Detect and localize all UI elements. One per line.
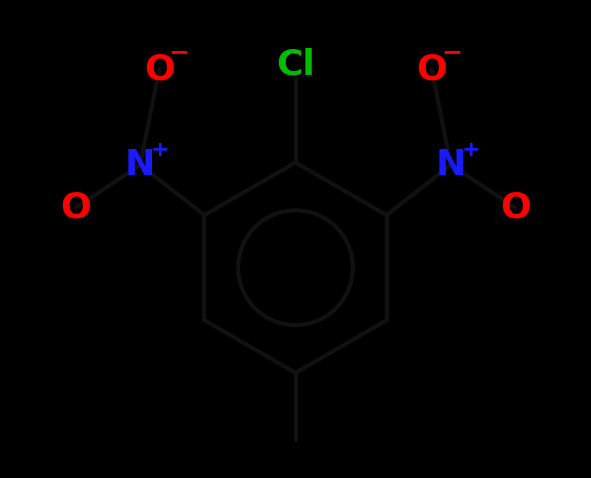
Text: −: − bbox=[169, 41, 190, 65]
Text: O: O bbox=[144, 52, 175, 87]
Text: N: N bbox=[125, 148, 155, 182]
Text: O: O bbox=[60, 191, 91, 225]
Text: +: + bbox=[151, 140, 170, 160]
Text: O: O bbox=[416, 52, 447, 87]
Text: −: − bbox=[441, 41, 462, 65]
Text: N: N bbox=[436, 148, 466, 182]
Text: +: + bbox=[462, 140, 480, 160]
Text: Cl: Cl bbox=[276, 47, 315, 82]
Text: O: O bbox=[500, 191, 531, 225]
